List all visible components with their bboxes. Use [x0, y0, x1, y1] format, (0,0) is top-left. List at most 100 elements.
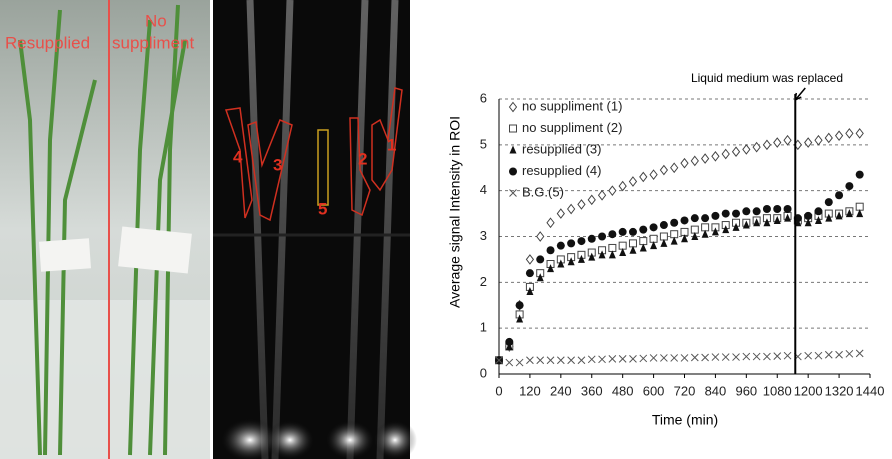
y-tick-label: 5 [480, 136, 487, 151]
data-point [742, 220, 750, 229]
x-tick-label: 960 [735, 383, 757, 398]
data-point [711, 211, 720, 220]
data-point [608, 250, 616, 259]
data-point [680, 157, 689, 169]
data-point [721, 148, 730, 160]
data-point [509, 124, 517, 133]
data-point [732, 222, 740, 231]
data-point [649, 169, 658, 180]
data-point [577, 237, 586, 246]
data-point [763, 352, 771, 361]
data-point [711, 150, 720, 162]
data-point [547, 264, 555, 273]
data-point [691, 232, 699, 240]
data-point [567, 203, 576, 215]
data-point [509, 189, 517, 197]
data-point [598, 250, 606, 259]
legend-label: resupplied (3) [522, 141, 602, 156]
roi-label: 2 [358, 149, 367, 168]
chart: Average signal Intensity in ROI Time (mi… [447, 71, 885, 428]
data-point [845, 182, 854, 191]
data-point [762, 205, 771, 213]
x-tick-label: 840 [705, 383, 727, 398]
photo-label: No [145, 11, 167, 30]
x-tick-label: 240 [550, 383, 572, 398]
data-point [752, 141, 761, 153]
data-point [773, 215, 781, 224]
data-point [515, 358, 524, 367]
data-point [587, 194, 596, 206]
data-point [814, 134, 823, 146]
data-point [681, 234, 688, 243]
data-point [752, 207, 761, 216]
data-point [783, 134, 792, 146]
data-point [753, 218, 761, 227]
data-point [814, 215, 822, 224]
legend-label: no suppliment (1) [522, 98, 622, 113]
y-tick-label: 4 [480, 182, 487, 197]
data-point [660, 238, 668, 247]
y-tick-label: 1 [480, 320, 487, 335]
data-point [649, 354, 658, 362]
data-point [855, 128, 864, 139]
data-point [763, 218, 771, 227]
data-point [659, 221, 668, 230]
data-point [639, 243, 647, 252]
data-point [824, 350, 833, 359]
data-point [598, 232, 607, 241]
data-point [834, 130, 844, 141]
roi-label: 1 [387, 135, 396, 154]
data-point [628, 176, 638, 187]
plant-photo: Resupplied No suppliment [0, 0, 210, 459]
data-point [701, 353, 709, 362]
y-tick-label: 0 [480, 365, 487, 380]
data-point [783, 205, 792, 213]
data-point [670, 236, 678, 245]
x-tick-label: 0 [495, 383, 502, 398]
data-point [814, 351, 823, 360]
roi-label: 4 [233, 147, 243, 166]
data-point [526, 356, 534, 365]
data-point [670, 162, 679, 174]
data-point [598, 355, 606, 364]
fluorescence-image: 4 3 5 2 1 [213, 0, 417, 459]
data-point [721, 209, 730, 218]
data-point [659, 164, 669, 176]
data-point [597, 189, 607, 201]
data-point [515, 301, 524, 310]
data-point [567, 356, 575, 365]
data-point [577, 199, 586, 210]
x-tick-label: 1200 [794, 383, 823, 398]
roi-label: 5 [318, 199, 327, 218]
data-point [525, 269, 534, 278]
data-point [516, 314, 524, 323]
data-point [784, 213, 792, 222]
data-point [618, 180, 627, 192]
data-point [505, 337, 514, 346]
x-tick-label: 360 [581, 383, 603, 398]
data-point [660, 354, 668, 362]
data-point [835, 191, 844, 200]
data-point [618, 355, 627, 363]
data-point [711, 353, 720, 361]
data-point [608, 230, 617, 239]
data-point [536, 273, 544, 282]
data-point [752, 352, 761, 361]
data-point [690, 214, 699, 223]
data-point [649, 223, 658, 232]
data-point [804, 211, 813, 220]
data-point [608, 355, 617, 363]
x-tick-label: 720 [674, 383, 696, 398]
data-point [701, 214, 710, 223]
data-point [773, 137, 782, 148]
y-tick-label: 2 [480, 274, 487, 289]
data-point [629, 355, 637, 363]
data-point [783, 351, 792, 360]
data-point [845, 128, 854, 139]
data-point [639, 225, 648, 234]
data-point [650, 241, 658, 250]
data-point [804, 137, 813, 148]
data-point [700, 153, 710, 164]
legend-label: resupplied (4) [522, 163, 602, 178]
